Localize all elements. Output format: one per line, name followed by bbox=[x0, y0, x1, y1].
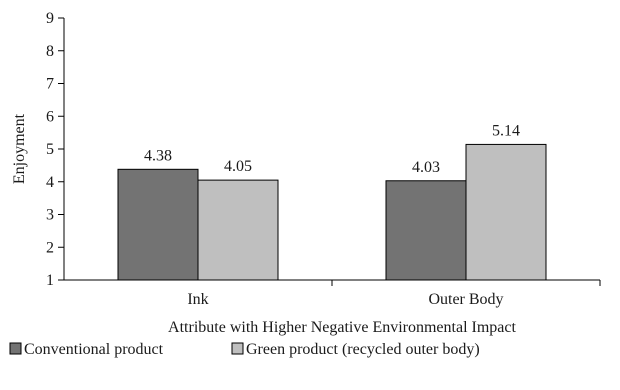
y-axis-ticks: 1 2 3 4 5 6 7 8 9 bbox=[46, 10, 64, 289]
y-tick-label: 2 bbox=[46, 239, 54, 256]
y-tick-label: 7 bbox=[46, 76, 54, 93]
legend-swatch bbox=[231, 342, 244, 355]
bar bbox=[465, 143, 547, 281]
x-axis-category-labels: Ink Outer Body bbox=[187, 280, 601, 308]
bar bbox=[117, 168, 199, 281]
y-tick-label: 4 bbox=[46, 174, 54, 191]
x-category-label: Ink bbox=[187, 291, 208, 308]
bar-value-label: 5.14 bbox=[492, 122, 520, 139]
legend: Conventional product Green product (recyc… bbox=[9, 341, 480, 358]
y-tick-label: 6 bbox=[46, 108, 54, 125]
bar bbox=[197, 179, 279, 281]
y-tick-label: 3 bbox=[46, 207, 54, 224]
bar-value-label: 4.38 bbox=[144, 147, 172, 164]
legend-label: Conventional product bbox=[24, 341, 164, 358]
bars bbox=[117, 143, 547, 281]
bar-value-label: 4.05 bbox=[224, 158, 252, 175]
bar-value-label: 4.03 bbox=[412, 159, 440, 176]
y-tick-label: 9 bbox=[46, 10, 54, 27]
y-tick-label: 8 bbox=[46, 43, 54, 60]
bar bbox=[385, 180, 467, 281]
x-axis-title: Attribute with Higher Negative Environme… bbox=[168, 319, 516, 336]
data-labels: 4.38 4.05 4.03 5.14 bbox=[144, 122, 520, 175]
y-tick-label: 1 bbox=[46, 272, 54, 289]
legend-swatch bbox=[9, 342, 22, 355]
y-tick-label: 5 bbox=[46, 141, 54, 158]
x-category-label: Outer Body bbox=[428, 291, 503, 308]
y-axis-title: Enjoyment bbox=[11, 113, 28, 184]
legend-label: Green product (recycled outer body) bbox=[246, 341, 480, 358]
